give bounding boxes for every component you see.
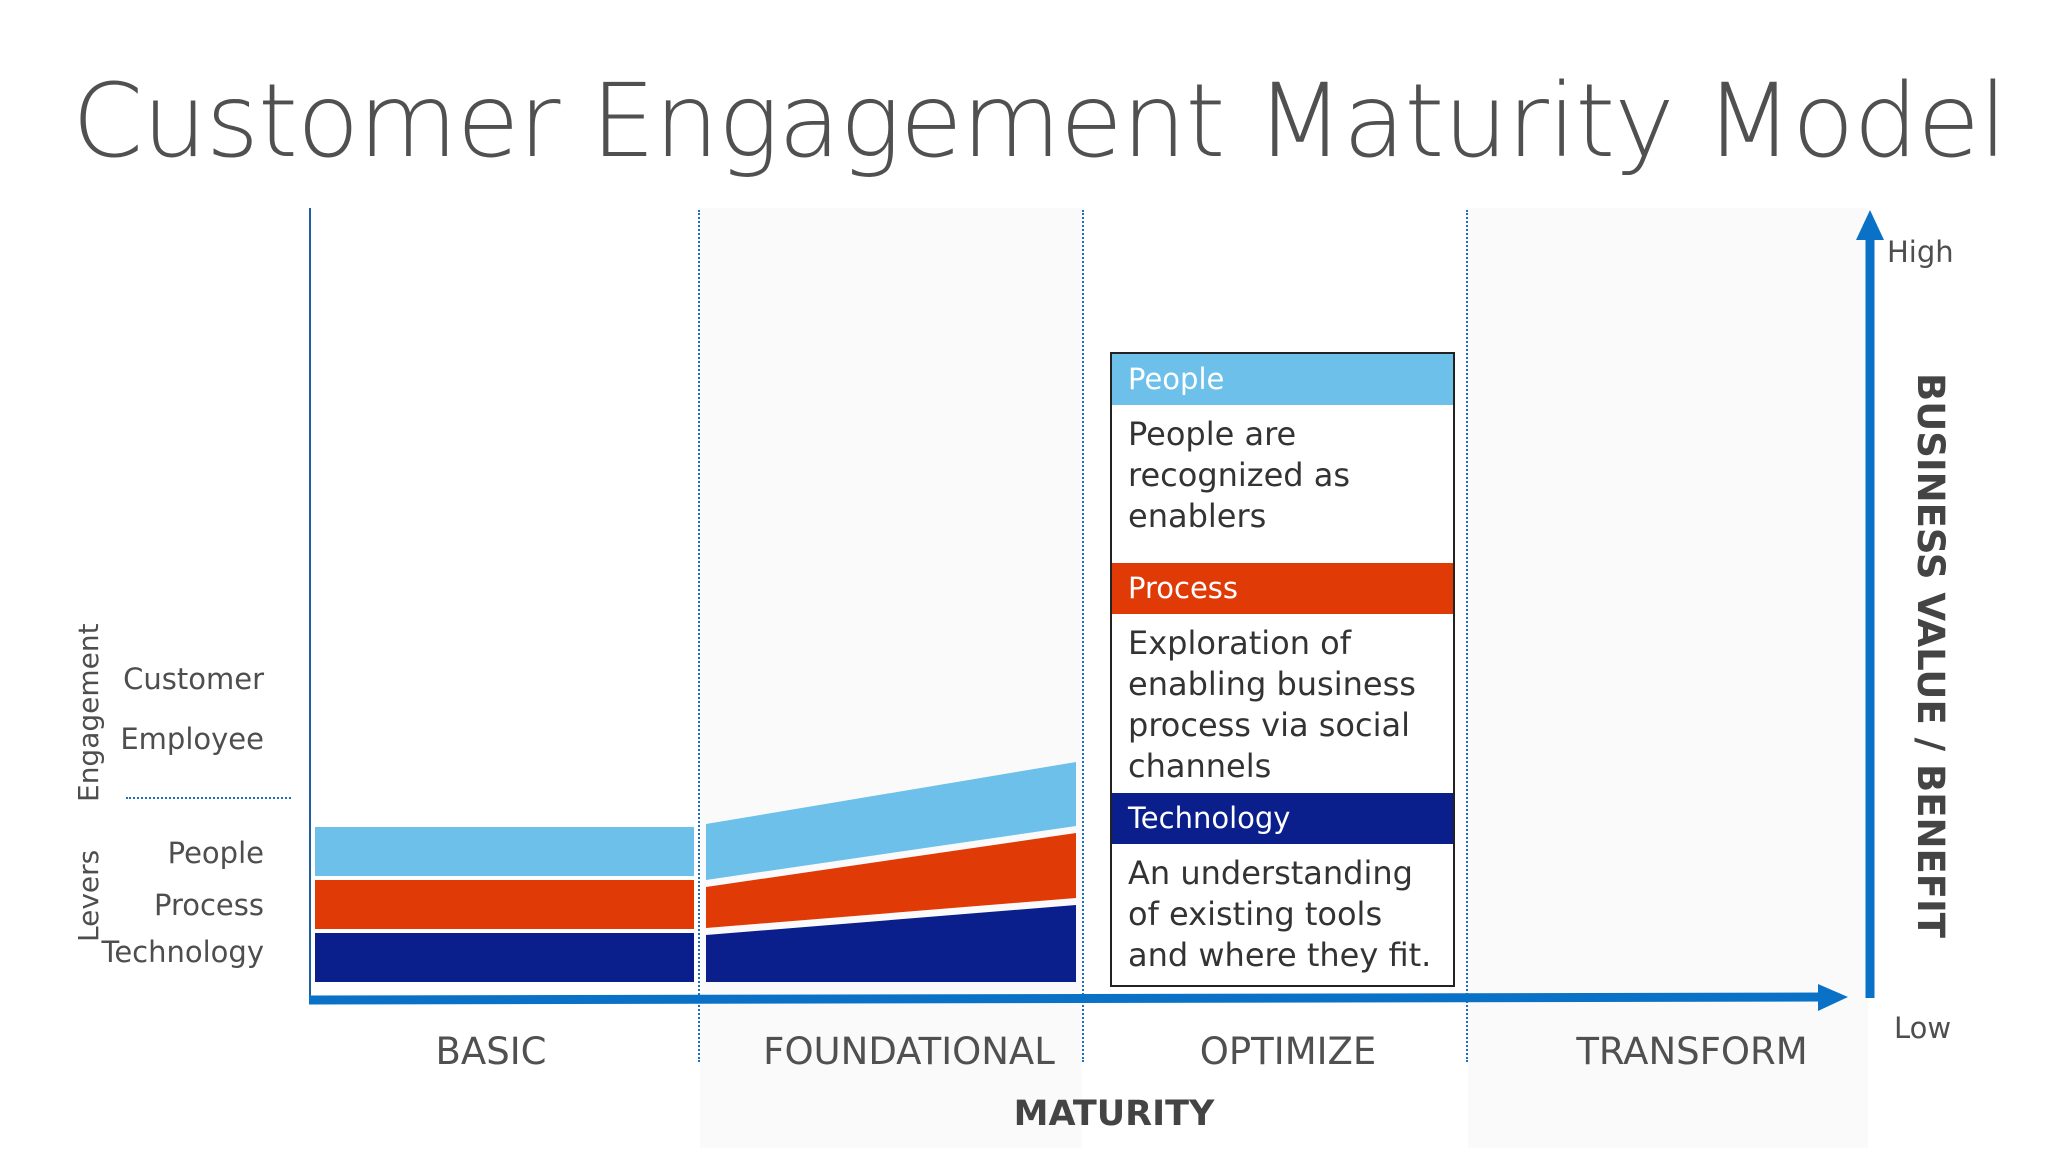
y-axis-high-label: High (1887, 235, 1954, 269)
phase-label-basic: BASIC (435, 1030, 547, 1073)
y-axis-title: BUSINESS VALUE / BENEFIT (1909, 373, 1952, 939)
engagement-employee-label: Employee (120, 722, 264, 756)
phase-label-optimize: OPTIMIZE (1199, 1030, 1377, 1073)
basic-technology-band (315, 933, 694, 982)
lever-process-label: Process (153, 888, 264, 922)
card-process-header: Process (1112, 563, 1453, 614)
card-process-text: Exploration of enabling business process… (1128, 624, 1416, 785)
foundational-technology-band (706, 905, 1076, 982)
card-technology-header: Technology (1112, 793, 1453, 844)
phase-column-foundational-bg (700, 208, 1082, 1148)
card-people-text: People are recognized as enablers (1128, 415, 1351, 535)
y-axis-arrowhead (1856, 210, 1884, 240)
phase-label-foundational: FOUNDATIONAL (763, 1030, 1055, 1073)
left-axis-line (309, 208, 311, 1003)
page-title: Customer Engagement Maturity Model (72, 62, 2007, 181)
foundational-people-band (706, 762, 1076, 880)
basic-people-band (315, 827, 694, 876)
phase-label-transform: TRANSFORM (1576, 1030, 1808, 1073)
lever-technology-label: Technology (101, 935, 264, 969)
phase-divider-1 (698, 210, 700, 1062)
x-axis-arrowhead (1818, 984, 1848, 1011)
card-technology-text: An understanding of existing tools and w… (1128, 854, 1432, 974)
phase-column-transform-bg (1468, 208, 1868, 1148)
engagement-levers-divider (126, 797, 291, 799)
phase-divider-2 (1082, 210, 1084, 1062)
x-axis-title: MATURITY (1013, 1094, 1215, 1134)
basic-process-band (315, 880, 694, 929)
x-axis-line (308, 992, 1823, 1005)
foundational-process-band (706, 833, 1076, 928)
y-axis-low-label: Low (1894, 1011, 1952, 1045)
phase-divider-3 (1466, 210, 1468, 1062)
optimize-detail-card: People People are recognized as enablers… (1110, 352, 1455, 987)
lever-people-label: People (167, 836, 264, 870)
engagement-customer-label: Customer (123, 662, 264, 696)
card-people-header: People (1112, 354, 1453, 405)
